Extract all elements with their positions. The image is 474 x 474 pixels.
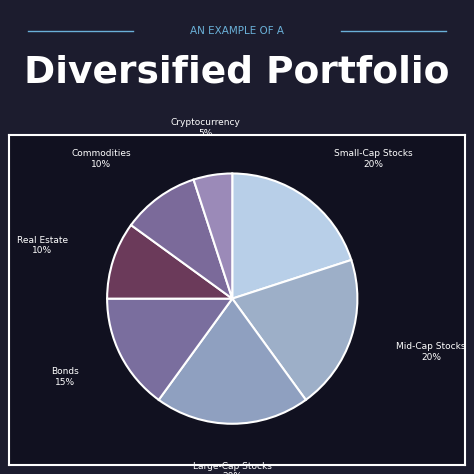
Wedge shape (232, 260, 357, 400)
Wedge shape (193, 173, 232, 299)
Text: Commodities
10%: Commodities 10% (71, 149, 131, 169)
Text: Large-Cap Stocks
20%: Large-Cap Stocks 20% (193, 462, 272, 474)
Wedge shape (232, 173, 351, 299)
Text: Cryptocurrency
5%: Cryptocurrency 5% (170, 118, 240, 138)
Text: Diversified Portfolio: Diversified Portfolio (24, 55, 450, 91)
Wedge shape (107, 299, 232, 400)
Wedge shape (131, 180, 232, 299)
Text: Small-Cap Stocks
20%: Small-Cap Stocks 20% (334, 149, 412, 169)
Wedge shape (159, 299, 306, 424)
Text: Bonds
15%: Bonds 15% (51, 367, 78, 387)
Text: Real Estate
10%: Real Estate 10% (17, 236, 68, 255)
Text: Mid-Cap Stocks
20%: Mid-Cap Stocks 20% (396, 342, 466, 362)
Wedge shape (107, 225, 232, 299)
Text: AN EXAMPLE OF A: AN EXAMPLE OF A (190, 26, 284, 36)
